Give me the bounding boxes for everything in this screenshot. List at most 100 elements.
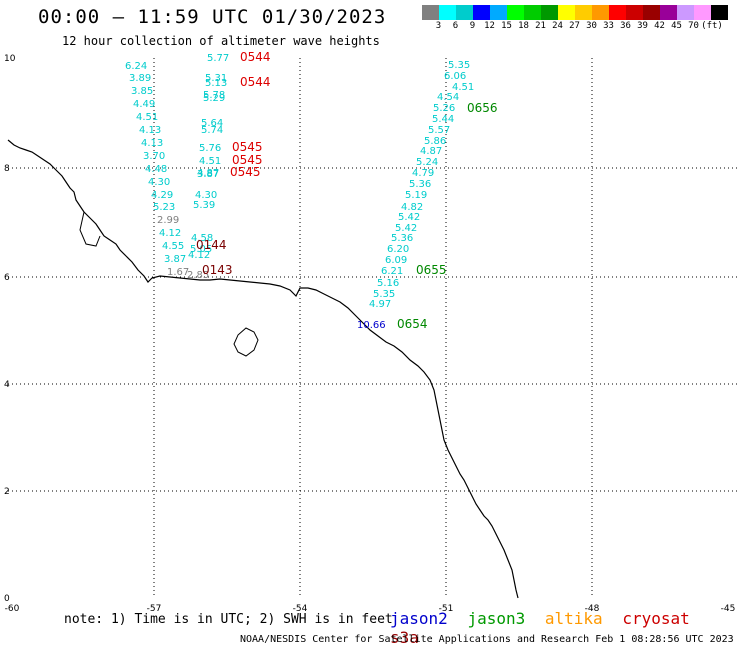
legend-swatch bbox=[694, 5, 711, 20]
wave-height-value: 4.82 bbox=[401, 202, 423, 213]
pass-time-label: 0545 bbox=[232, 140, 263, 154]
legend-label: 21 bbox=[535, 21, 546, 31]
y-tick-label: 10 bbox=[4, 54, 16, 64]
wave-height-value: 5.29 bbox=[203, 93, 225, 104]
coastline bbox=[7, 139, 519, 599]
wave-height-value: 5.77 bbox=[207, 53, 229, 64]
wave-height-value: 5.13 bbox=[205, 78, 227, 89]
map-title: 00:00 – 11:59 UTC 01/30/2023 bbox=[38, 6, 387, 28]
wave-height-value: 4.79 bbox=[412, 168, 434, 179]
legend-swatch bbox=[456, 5, 473, 20]
wave-height-value: 4.51 bbox=[136, 112, 158, 123]
satellite-jason2: jason2 bbox=[390, 609, 448, 628]
satellite-legend: jason2 jason3 altika cryosat s3a bbox=[390, 609, 740, 647]
legend-swatch bbox=[575, 5, 592, 20]
satellite-cryosat: cryosat bbox=[622, 609, 690, 628]
pass-time-label: 0656 bbox=[467, 101, 498, 115]
pass-time-label: 0544 bbox=[240, 50, 271, 64]
pass-time-label: 0544 bbox=[240, 75, 271, 89]
credit-line: NOAA/NESDIS Center for Satellite Applica… bbox=[240, 634, 734, 645]
wave-height-value: 4.58 bbox=[191, 233, 213, 244]
legend-label: 18 bbox=[518, 21, 529, 31]
wave-height-value: 5.23 bbox=[153, 202, 175, 213]
wave-height-value: 5.42 bbox=[395, 223, 417, 234]
axis-ticks: -60 -57 -54 -51 -48 -45 0 2 4 6 8 10 bbox=[4, 54, 735, 614]
x-tick-label: -57 bbox=[147, 604, 162, 614]
lat-lon-grid bbox=[8, 58, 738, 598]
legend-label: 70 bbox=[688, 21, 699, 31]
y-tick-label: 8 bbox=[4, 164, 10, 174]
legend-swatch bbox=[524, 5, 541, 20]
x-tick-label: -48 bbox=[585, 604, 600, 614]
x-tick-label: -51 bbox=[439, 604, 454, 614]
wave-height-value: 4.49 bbox=[133, 99, 155, 110]
color-legend-labels: 3 6 9 12 15 18 21 24 27 30 33 36 39 42 45 70 (ft) bbox=[422, 21, 740, 35]
wave-height-value: 4.30 bbox=[148, 177, 170, 188]
legend-swatch bbox=[541, 5, 558, 20]
wave-height-value: 3.89 bbox=[129, 73, 151, 84]
satellite-jason3: jason3 bbox=[467, 609, 526, 628]
wave-height-value: 4.12 bbox=[188, 250, 210, 261]
legend-unit: (ft) bbox=[701, 21, 723, 31]
satellite-s3a: s3a bbox=[390, 628, 419, 647]
x-tick-label: -60 bbox=[5, 604, 20, 614]
pass-time-label: 0144 bbox=[196, 238, 227, 252]
legend-label: 24 bbox=[552, 21, 563, 31]
legend-label: 12 bbox=[484, 21, 495, 31]
wave-height-value: 4.29 bbox=[151, 190, 173, 201]
wave-height-value: 4.12 bbox=[159, 228, 181, 239]
legend-swatch bbox=[626, 5, 643, 20]
legend-swatch bbox=[643, 5, 660, 20]
legend-label: 27 bbox=[569, 21, 580, 31]
legend-label: 3 bbox=[435, 21, 442, 31]
legend-label: 36 bbox=[620, 21, 631, 31]
legend-swatch bbox=[422, 5, 439, 20]
wave-height-value: 3.85 bbox=[131, 86, 153, 97]
x-tick-label: -45 bbox=[721, 604, 736, 614]
pass-time-label: 0545 bbox=[232, 153, 263, 167]
wave-height-value: 4.55 bbox=[162, 241, 184, 252]
y-tick-label: 6 bbox=[4, 273, 10, 283]
wave-height-value: 2.99 bbox=[157, 215, 179, 226]
wave-height-value: 10.66 bbox=[357, 320, 386, 331]
wave-height-value: 5.19 bbox=[405, 190, 427, 201]
wave-height-value: 4.13 bbox=[141, 138, 163, 149]
wave-height-value: 5.05 bbox=[190, 244, 212, 255]
wave-height-value: 6.21 bbox=[381, 266, 403, 277]
wave-height-value: 4.54 bbox=[437, 92, 459, 103]
wave-height-value: 3.87 bbox=[164, 254, 186, 265]
wave-height-value: 2.85 bbox=[187, 270, 209, 281]
wave-height-value: 5.57 bbox=[428, 125, 450, 136]
island-outline bbox=[233, 327, 259, 357]
wave-height-value: 6.06 bbox=[444, 71, 466, 82]
wave-height-value: 4.51 bbox=[199, 156, 221, 167]
wave-height-value: 5.42 bbox=[398, 212, 420, 223]
legend-label: 9 bbox=[469, 21, 476, 31]
wave-height-value: 4.51 bbox=[452, 82, 474, 93]
wave-height-value: 4.48 bbox=[145, 164, 167, 175]
y-tick-label: 2 bbox=[4, 487, 10, 497]
legend-swatch bbox=[439, 5, 456, 20]
pass-time-label: 0654 bbox=[397, 317, 428, 331]
wave-height-value: 5.78 bbox=[203, 90, 225, 101]
wave-height-value: 3.70 bbox=[143, 151, 165, 162]
wave-height-value: 1.67 bbox=[167, 267, 189, 278]
legend-swatch bbox=[558, 5, 575, 20]
legend-label: 45 bbox=[671, 21, 682, 31]
wave-height-value: 5.36 bbox=[409, 179, 431, 190]
bay-outline bbox=[79, 211, 101, 247]
wave-height-value: 5.16 bbox=[377, 278, 399, 289]
y-tick-label: 4 bbox=[4, 380, 10, 390]
pass-time-label: 0545 bbox=[230, 165, 261, 179]
y-tick-label: 0 bbox=[4, 594, 10, 604]
wave-height-value: 5.86 bbox=[424, 136, 446, 147]
wave-height-value: 4.97 bbox=[369, 299, 391, 310]
wave-height-value: 5.35 bbox=[373, 289, 395, 300]
pass-time-label: 0143 bbox=[202, 263, 233, 277]
x-tick-label: -54 bbox=[293, 604, 308, 614]
wave-height-value: 5.26 bbox=[433, 103, 455, 114]
legend-swatch bbox=[711, 5, 728, 20]
legend-label: 42 bbox=[654, 21, 665, 31]
wave-height-value: 5.24 bbox=[416, 157, 438, 168]
